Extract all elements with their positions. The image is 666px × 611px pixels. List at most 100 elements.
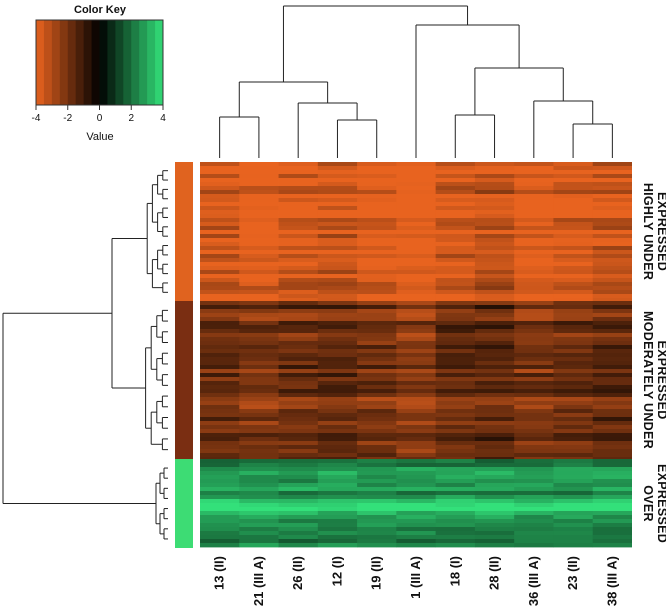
heatmap-cell bbox=[396, 535, 437, 540]
heatmap-cell bbox=[357, 503, 397, 508]
heatmap-cell bbox=[435, 515, 476, 520]
heatmap-cell bbox=[396, 262, 437, 267]
heatmap-cell bbox=[200, 463, 240, 468]
heatmap-cell bbox=[278, 453, 319, 458]
heatmap-cell bbox=[200, 389, 240, 394]
heatmap-cell bbox=[396, 162, 437, 167]
heatmap-cell bbox=[553, 190, 594, 195]
heatmap-cell bbox=[435, 222, 476, 227]
heatmap-cell bbox=[553, 178, 594, 183]
heatmap-cell bbox=[200, 539, 240, 544]
heatmap-cell bbox=[592, 453, 632, 458]
heatmap-cell bbox=[553, 242, 594, 247]
heatmap-cell bbox=[396, 503, 437, 508]
heatmap-cell bbox=[474, 381, 515, 386]
heatmap-cell bbox=[357, 182, 397, 187]
heatmap-cell bbox=[514, 258, 554, 263]
heatmap-cell bbox=[357, 254, 397, 259]
heatmap-cell bbox=[239, 397, 279, 402]
color-key-swatch bbox=[67, 20, 77, 105]
heatmap-cell bbox=[357, 202, 397, 207]
column-label: 38 (III A) bbox=[604, 556, 619, 606]
heatmap-cell bbox=[435, 170, 476, 175]
row-group-label: EXPRESSED bbox=[655, 192, 666, 271]
heatmap-cell bbox=[474, 531, 515, 536]
heatmap-cell bbox=[592, 278, 632, 283]
heatmap-cell bbox=[200, 357, 240, 362]
heatmap-cell bbox=[239, 539, 279, 544]
heatmap-cell bbox=[396, 483, 437, 488]
heatmap-cell bbox=[474, 278, 515, 283]
heatmap-cell bbox=[514, 449, 554, 454]
heatmap-cell bbox=[592, 523, 632, 528]
heatmap-cell bbox=[553, 527, 594, 532]
heatmap-cell bbox=[474, 270, 515, 275]
color-key-tick-label: 4 bbox=[160, 113, 166, 124]
heatmap-cell bbox=[474, 242, 515, 247]
heatmap-cell bbox=[514, 409, 554, 414]
heatmap-cell bbox=[474, 491, 515, 496]
heatmap-cell bbox=[514, 515, 554, 520]
heatmap-cell bbox=[317, 250, 358, 255]
heatmap-cell bbox=[592, 206, 632, 211]
heatmap-cell bbox=[592, 341, 632, 346]
heatmap-cell bbox=[317, 294, 358, 299]
heatmap-cell bbox=[514, 290, 554, 295]
heatmap-cell bbox=[474, 543, 515, 548]
heatmap-cell bbox=[474, 317, 515, 322]
heatmap-cell bbox=[435, 305, 476, 310]
heatmap-cell bbox=[357, 413, 397, 418]
column-label: 36 (III A) bbox=[526, 556, 541, 606]
heatmap-cell bbox=[592, 198, 632, 203]
heatmap-cell bbox=[357, 471, 397, 476]
heatmap-cell bbox=[553, 503, 594, 508]
heatmap-cell bbox=[435, 417, 476, 422]
heatmap-cell bbox=[357, 433, 397, 438]
heatmap-cell bbox=[435, 471, 476, 476]
heatmap-cell bbox=[357, 499, 397, 504]
heatmap-cell bbox=[278, 389, 319, 394]
heatmap-cell bbox=[474, 441, 515, 446]
heatmap-cell bbox=[396, 421, 437, 426]
heatmap-cell bbox=[514, 309, 554, 314]
heatmap-cell bbox=[553, 254, 594, 259]
heatmap-cell bbox=[553, 519, 594, 524]
color-key-swatch bbox=[99, 20, 108, 105]
heatmap-cell bbox=[514, 286, 554, 291]
heatmap-cell bbox=[317, 238, 358, 243]
heatmap-cell bbox=[396, 393, 437, 398]
heatmap-cell bbox=[317, 317, 358, 322]
heatmap-cell bbox=[514, 182, 554, 187]
heatmap-cell bbox=[239, 527, 279, 532]
heatmap-cell bbox=[514, 487, 554, 492]
heatmap-cell bbox=[553, 329, 594, 334]
heatmap-cell bbox=[357, 421, 397, 426]
heatmap-cell bbox=[357, 337, 397, 342]
heatmap-cell bbox=[474, 535, 515, 540]
heatmap-cell bbox=[317, 535, 358, 540]
heatmap-cell bbox=[474, 329, 515, 334]
heatmap-cell bbox=[474, 210, 515, 215]
heatmap-cell bbox=[396, 453, 437, 458]
heatmap-cell bbox=[317, 511, 358, 516]
color-key-swatch bbox=[36, 20, 45, 105]
heatmap-cell bbox=[396, 349, 437, 354]
heatmap-cell bbox=[514, 325, 554, 330]
heatmap-cell bbox=[553, 507, 594, 512]
heatmap-cell bbox=[592, 238, 632, 243]
heatmap-cell bbox=[278, 539, 319, 544]
heatmap-cell bbox=[278, 274, 319, 279]
heatmap-cell bbox=[514, 234, 554, 239]
heatmap-cell bbox=[514, 437, 554, 442]
heatmap-cell bbox=[553, 357, 594, 362]
heatmap-cell bbox=[514, 471, 554, 476]
heatmap-cell bbox=[239, 182, 279, 187]
heatmap-cell bbox=[514, 341, 554, 346]
heatmap-cell bbox=[396, 397, 437, 402]
heatmap-cell bbox=[474, 202, 515, 207]
heatmap-cell bbox=[514, 503, 554, 508]
heatmap-cell bbox=[239, 178, 279, 183]
heatmap-cell bbox=[474, 507, 515, 512]
heatmap-cell bbox=[357, 519, 397, 524]
heatmap-cell bbox=[396, 333, 437, 338]
